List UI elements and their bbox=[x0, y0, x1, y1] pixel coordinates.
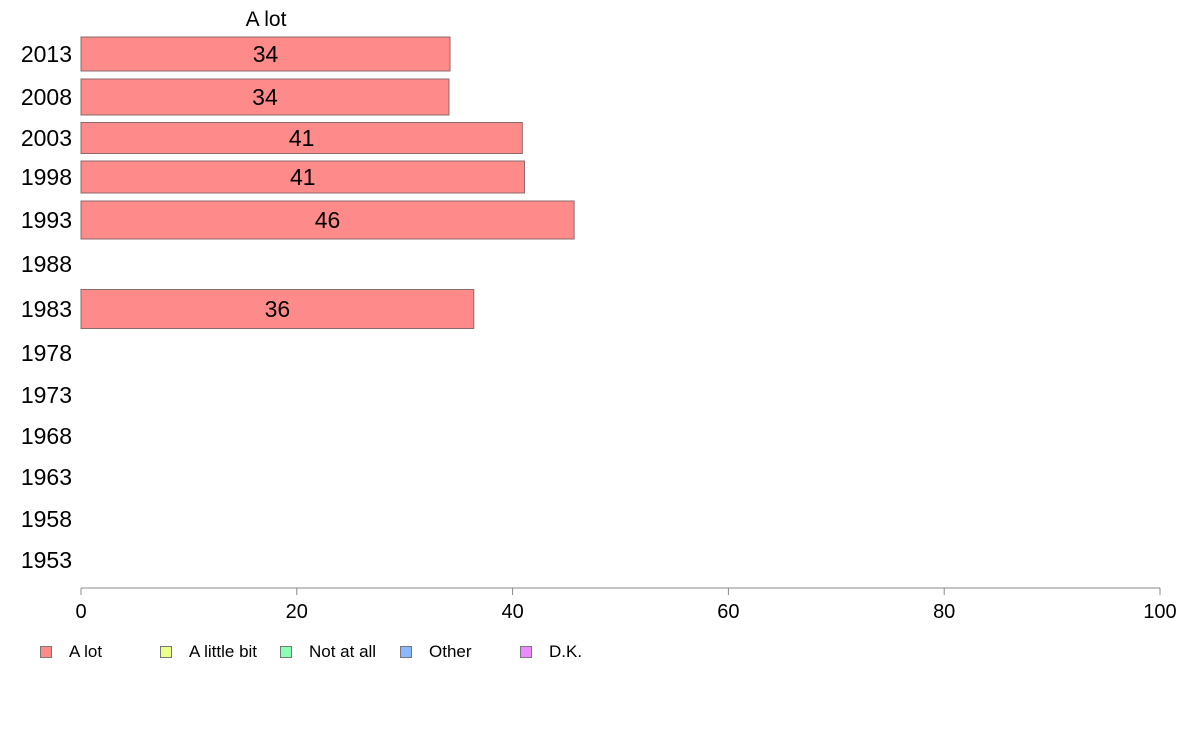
legend-swatch-dk bbox=[520, 646, 532, 658]
bar bbox=[80, 289, 475, 329]
x-tick-label: 40 bbox=[501, 601, 523, 623]
x-axis: 0 20 40 60 80 100 bbox=[75, 587, 1177, 623]
bar-value-label: 34 bbox=[253, 41, 279, 67]
bar bbox=[80, 122, 523, 154]
legend-label-not-at-all: Not at all bbox=[309, 642, 377, 661]
x-tick-label: 80 bbox=[933, 601, 955, 623]
bar-value-label: 41 bbox=[289, 125, 315, 151]
legend-label-dk: D.K. bbox=[549, 642, 583, 661]
legend-label-a-little-bit: A little bit bbox=[189, 642, 258, 661]
y-tick-label: 2003 bbox=[21, 125, 72, 151]
legend-swatch-a-little-bit bbox=[160, 646, 172, 658]
bar bbox=[80, 200, 575, 240]
bar-value-label: 34 bbox=[252, 84, 278, 110]
legend-swatch-other bbox=[400, 646, 412, 658]
y-tick-label: 1983 bbox=[21, 296, 72, 322]
y-axis-labels: 2013 2008 2003 1998 1993 1988 1983 1978 1973 1968… bbox=[21, 41, 72, 573]
y-tick-label: 2008 bbox=[21, 84, 72, 110]
x-tick-label: 20 bbox=[286, 601, 308, 623]
y-tick-label: 1973 bbox=[21, 382, 72, 408]
y-tick-label: 1963 bbox=[21, 464, 72, 490]
bar bbox=[80, 36, 451, 72]
legend-label-a-lot: A lot bbox=[69, 642, 103, 661]
y-tick-label: 1988 bbox=[21, 251, 72, 277]
legend-item-other: Other bbox=[400, 642, 472, 662]
legend-label-other: Other bbox=[429, 642, 472, 661]
y-tick-label: 1958 bbox=[21, 506, 72, 532]
x-tick-label: 100 bbox=[1143, 601, 1176, 623]
bar-value-label: 46 bbox=[315, 207, 341, 233]
y-tick-label: 1968 bbox=[21, 423, 72, 449]
bar-value-label: 36 bbox=[265, 296, 291, 322]
legend-item-a-lot: A lot bbox=[40, 642, 102, 662]
legend-swatch-a-lot bbox=[40, 646, 52, 658]
x-tick-label: 0 bbox=[75, 601, 86, 623]
legend-item-not-at-all: Not at all bbox=[280, 642, 376, 662]
y-tick-label: 1978 bbox=[21, 340, 72, 366]
bar bbox=[80, 78, 450, 116]
bar bbox=[80, 160, 525, 194]
y-tick-label: 1953 bbox=[21, 547, 72, 573]
bar-value-label: 41 bbox=[290, 164, 316, 190]
y-tick-label: 2013 bbox=[21, 41, 72, 67]
y-tick-label: 1998 bbox=[21, 164, 72, 190]
legend-item-dk: D.K. bbox=[520, 642, 582, 662]
series-header-label: A lot bbox=[246, 8, 287, 31]
legend-item-a-little-bit: A little bit bbox=[160, 642, 257, 662]
bars-layer: 34 34 41 41 46 36 bbox=[80, 36, 575, 329]
y-tick-label: 1993 bbox=[21, 207, 72, 233]
x-tick-label: 60 bbox=[717, 601, 739, 623]
legend-swatch-not-at-all bbox=[280, 646, 292, 658]
